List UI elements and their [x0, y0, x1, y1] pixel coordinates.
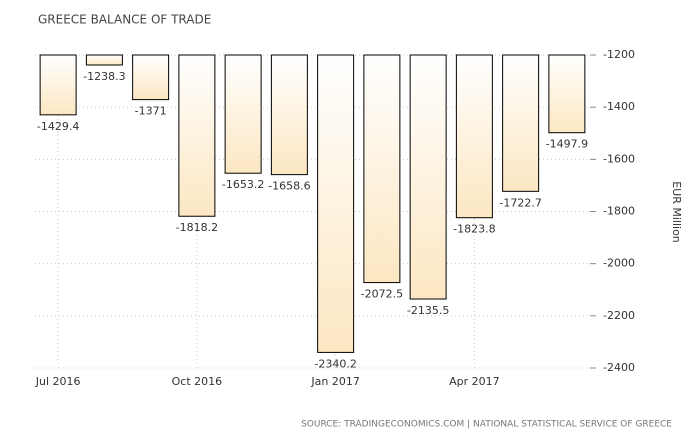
value-label: -2340.2: [314, 357, 356, 370]
y-tick-label: -1200: [603, 48, 635, 61]
value-label: -1371: [135, 105, 167, 118]
x-tick-label: Jul 2016: [35, 375, 81, 388]
bar: [178, 54, 216, 217]
value-label: -1653.2: [222, 178, 264, 191]
bar: [409, 54, 447, 300]
chart-title: GREECE BALANCE OF TRADE: [38, 13, 211, 27]
bar: [85, 54, 123, 66]
x-tick-label: Apr 2017: [449, 375, 500, 388]
bar: [132, 54, 170, 101]
y-tick-label: -1800: [603, 205, 635, 218]
value-label: -1818.2: [176, 221, 218, 234]
bar: [270, 54, 308, 176]
bar: [39, 54, 77, 116]
x-tick-label: Jan 2017: [310, 375, 359, 388]
value-label: -2135.5: [407, 304, 449, 317]
bar: [502, 54, 540, 192]
y-tick-label: -1600: [603, 152, 635, 165]
value-label: -1658.6: [268, 180, 310, 193]
y-tick-label: -2200: [603, 309, 635, 322]
value-label: -1429.4: [37, 120, 79, 133]
y-tick-label: -2000: [603, 257, 635, 270]
value-label: -1823.8: [453, 223, 495, 236]
value-label: -1497.9: [546, 138, 588, 151]
bar: [317, 54, 355, 353]
y-tick-label: -2400: [603, 361, 635, 374]
y-tick-label: -1400: [603, 100, 635, 113]
value-label: -2072.5: [361, 288, 403, 301]
bar: [224, 54, 262, 174]
value-label: -1722.7: [499, 196, 541, 209]
bar: [455, 54, 493, 219]
bar: [363, 54, 401, 284]
bar: [548, 54, 586, 134]
y-axis-label: EUR Million: [670, 181, 683, 243]
x-tick-label: Oct 2016: [172, 375, 223, 388]
value-label: -1238.3: [83, 70, 125, 83]
source: SOURCE: TRADINGECONOMICS.COM | NATIONAL …: [301, 420, 672, 430]
